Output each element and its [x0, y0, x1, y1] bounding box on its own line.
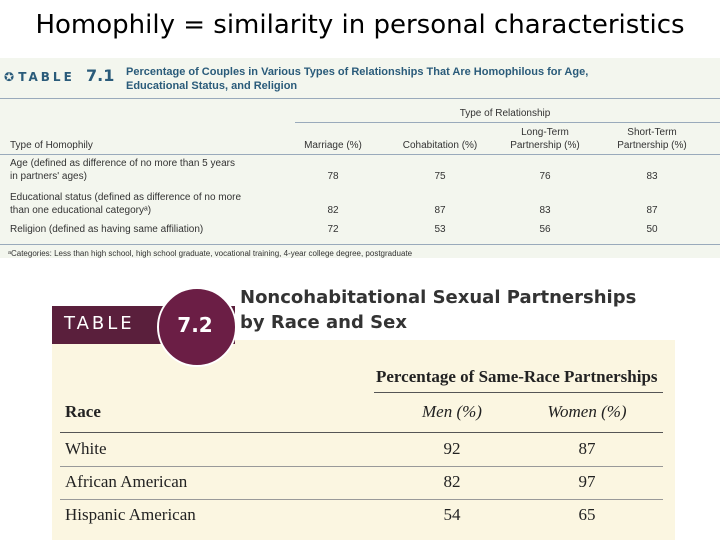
column-header: Men (%) — [422, 402, 482, 421]
column-header: Long-Term — [521, 127, 569, 138]
table2-panel — [52, 340, 675, 540]
row-label: White — [65, 439, 107, 458]
group-header: Percentage of Same-Race Partnerships — [376, 367, 658, 386]
cell: 54 — [443, 505, 461, 524]
cell: 87 — [434, 205, 446, 216]
table2-label: TABLE — [64, 313, 135, 334]
row-label: than one educational categoryᵃ) — [10, 205, 152, 216]
cell: 56 — [539, 224, 551, 235]
column-header: Partnership (%) — [617, 140, 687, 151]
column-header: Type of Homophily — [10, 140, 93, 151]
row-label: Age (defined as difference of no more th… — [10, 158, 235, 169]
column-header: Cohabitation (%) — [402, 140, 478, 151]
cell: 50 — [646, 224, 658, 235]
cell: 97 — [578, 472, 596, 491]
row-label: African American — [65, 472, 188, 491]
column-header: Marriage (%) — [304, 140, 362, 151]
table1-label-text: TABLE — [18, 70, 75, 84]
rule — [60, 499, 663, 500]
rule — [0, 98, 720, 99]
table1-number: 7.1 — [86, 66, 115, 85]
cell: 87 — [578, 439, 596, 458]
cell: 87 — [646, 205, 658, 216]
cell: 75 — [434, 171, 446, 182]
rule — [60, 466, 663, 467]
row-label: in partners' ages) — [10, 171, 87, 182]
cell: 78 — [327, 171, 339, 182]
table1-caption: Educational Status, and Religion — [126, 80, 298, 92]
cell: 72 — [327, 224, 339, 235]
footnote: ᵃCategories: Less than high school, high… — [8, 249, 413, 258]
table2-badge — [157, 287, 237, 367]
cell: 53 — [434, 224, 446, 235]
row-label: Hispanic American — [65, 505, 196, 524]
rule — [0, 244, 720, 245]
table1-label: ✪ TABLE — [4, 70, 75, 84]
rule — [374, 392, 663, 393]
cell: 82 — [443, 472, 461, 491]
cell: 82 — [327, 205, 339, 216]
cell: 83 — [539, 205, 551, 216]
cell: 83 — [646, 171, 658, 182]
column-header: Women (%) — [547, 402, 627, 421]
table2-caption: by Race and Sex — [240, 312, 407, 333]
column-header: Short-Term — [627, 127, 677, 138]
rule — [60, 432, 663, 433]
cell: 92 — [443, 439, 461, 458]
rule — [0, 154, 720, 155]
row-label: Educational status (defined as differenc… — [10, 192, 242, 203]
cell: 65 — [578, 505, 596, 524]
table2-number: 7.2 — [177, 313, 213, 337]
rule — [295, 122, 720, 123]
column-header: Race — [65, 402, 101, 421]
cell: 76 — [539, 171, 551, 182]
table2-caption: Noncohabitational Sexual Partnerships — [240, 287, 637, 308]
table1-caption: Percentage of Couples in Various Types o… — [126, 66, 589, 78]
table1-panel — [0, 58, 720, 258]
row-label: Religion (defined as having same affilia… — [10, 224, 204, 235]
slide-title: Homophily = similarity in personal chara… — [35, 10, 685, 40]
column-header: Partnership (%) — [510, 140, 580, 151]
group-header: Type of Relationship — [459, 108, 551, 119]
